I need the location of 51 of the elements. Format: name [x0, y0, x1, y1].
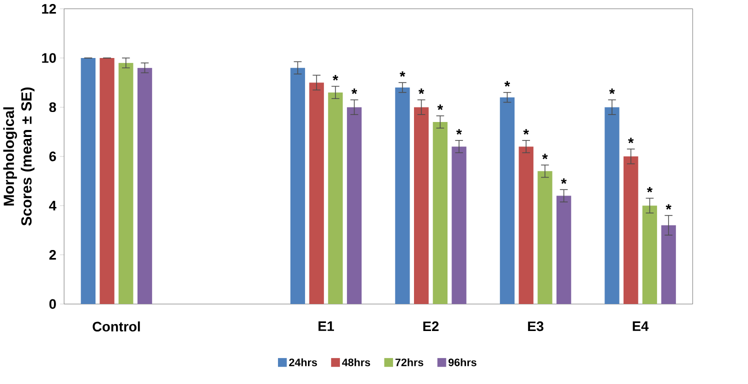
x-tick-label: E1: [318, 321, 334, 331]
data-label: *: [542, 154, 548, 160]
y-tick-label: 4: [49, 200, 56, 210]
y-tick-label: 8: [49, 102, 56, 112]
bar: [432, 122, 448, 304]
data-label: *: [332, 74, 338, 80]
legend-label: 96hrs: [448, 358, 476, 366]
legend-label: 72hrs: [395, 358, 424, 366]
bar: [500, 97, 515, 304]
y-axis-title: Morphological Scores (mean ± SE): [3, 87, 35, 226]
bar: [538, 171, 552, 304]
data-label: *: [456, 129, 462, 135]
bar: [309, 82, 324, 304]
x-tick-label: E3: [528, 321, 544, 332]
bar: [661, 225, 676, 304]
y-tick-label: 10: [42, 53, 56, 63]
data-label: *: [523, 129, 529, 135]
bar: [118, 62, 134, 304]
y-tick-label: 0: [49, 299, 56, 309]
bar: [518, 146, 534, 304]
bar: [328, 92, 343, 304]
bar: [80, 58, 96, 304]
data-label: *: [400, 71, 406, 77]
data-label: *: [609, 88, 615, 94]
bar: [452, 146, 466, 304]
bar: [137, 68, 152, 304]
data-label: *: [628, 138, 634, 144]
data-label: *: [666, 204, 672, 210]
x-tick-label: E2: [423, 321, 439, 331]
bar: [100, 58, 114, 304]
legend-label: 48hrs: [342, 358, 370, 366]
x-tick-label: Control: [92, 321, 140, 332]
y-tick-label: 6: [49, 151, 56, 162]
legend-label: 24hrs: [289, 358, 317, 366]
data-label: *: [351, 88, 358, 94]
x-tick-label: E4: [632, 321, 649, 331]
bar: [414, 107, 429, 304]
bar: [290, 68, 306, 304]
y-tick-label: 12: [42, 4, 56, 14]
bar: [346, 107, 362, 304]
y-tick-label: 2: [49, 250, 56, 260]
bar: [556, 196, 572, 304]
bar: [604, 107, 620, 304]
bar: [395, 87, 410, 304]
bar: [624, 156, 638, 304]
data-label: *: [418, 88, 424, 94]
data-label: *: [646, 186, 653, 192]
data-label: *: [504, 81, 510, 87]
bar: [642, 206, 658, 304]
data-label: *: [437, 104, 444, 110]
data-label: *: [561, 178, 567, 184]
